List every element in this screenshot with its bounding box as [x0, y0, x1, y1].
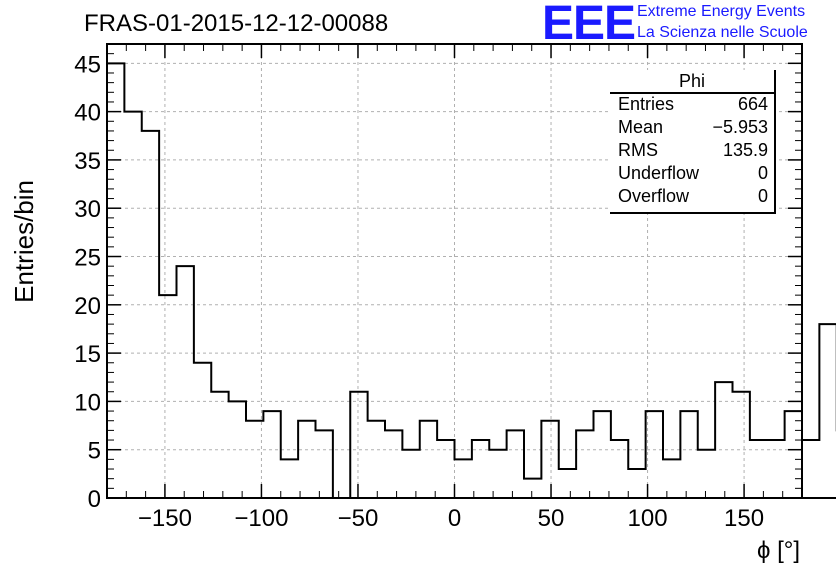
histogram-bin: [263, 411, 280, 498]
y-tick-label: 5: [88, 438, 101, 465]
stats-row-rms: RMS 135.9: [618, 139, 768, 162]
histogram-bin: [368, 421, 385, 498]
x-axis-label: ϕ [°]: [757, 537, 800, 564]
stats-key: Mean: [618, 117, 664, 137]
stats-row-mean: Mean −5.953: [618, 116, 768, 139]
histogram-bin: [576, 430, 593, 498]
stats-value: −5.953: [712, 117, 768, 137]
histogram-bin: [142, 131, 159, 498]
y-tick-label: 25: [74, 245, 101, 272]
histogram-bin: [785, 411, 802, 498]
histogram-bin: [819, 324, 836, 498]
histogram-bin: [455, 459, 472, 498]
histogram-bin: [402, 450, 419, 498]
x-tick-labels: −150 −100 −50 0 50 100 150: [138, 505, 764, 532]
y-tick-labels: 0 5 10 15 20 25 30 35 40 45: [74, 51, 101, 513]
stats-key: Entries: [618, 94, 675, 114]
x-tick-label: −100: [234, 505, 288, 532]
stats-box: Phi Entries 664 Mean −5.953 RMS 135.9 Un…: [610, 70, 776, 214]
stats-row-entries: Entries 664: [618, 93, 768, 116]
histogram-bin: [316, 430, 333, 498]
stats-value: 664: [737, 94, 768, 114]
stats-row-overflow: Overflow 0: [618, 185, 768, 208]
histogram-bin: [159, 295, 176, 498]
histogram-bin: [211, 392, 228, 498]
histogram-bin: [767, 440, 784, 498]
histogram-bin: [680, 411, 697, 498]
x-tick-label: 0: [448, 505, 461, 532]
histogram-bin: [611, 440, 628, 498]
histogram-bin: [420, 421, 437, 498]
histogram-bin: [698, 450, 715, 498]
x-tick-label: 50: [538, 505, 565, 532]
stats-key: Underflow: [618, 163, 700, 183]
histogram-bin: [229, 401, 246, 498]
y-tick-label: 30: [74, 196, 101, 223]
histogram-bin: [298, 421, 315, 498]
histogram-bin: [507, 430, 524, 498]
y-tick-label: 20: [74, 293, 101, 320]
y-tick-label: 0: [88, 486, 101, 513]
histogram-bin: [663, 459, 680, 498]
x-tick-label: 150: [724, 505, 764, 532]
stats-row-underflow: Underflow 0: [618, 162, 768, 185]
stats-value: 0: [757, 186, 768, 206]
stats-key: Overflow: [618, 186, 690, 206]
y-tick-label: 40: [74, 100, 101, 127]
y-tick-label: 45: [74, 51, 101, 78]
histogram-bin: [489, 450, 506, 498]
grid-lines: [107, 44, 802, 498]
histogram-bin: [733, 392, 750, 498]
histogram-bin: [524, 479, 541, 498]
histogram-bin: [194, 363, 211, 498]
histogram-bin: [628, 469, 645, 498]
y-tick-label: 35: [74, 148, 101, 175]
histogram-bin: [281, 459, 298, 498]
eee-logo: EEE: [542, 0, 636, 50]
logo-line-2: La Scienza nelle Scuole: [637, 24, 808, 41]
histogram-bin: [559, 469, 576, 498]
histogram-bin: [802, 440, 819, 498]
histogram-bin: [594, 411, 611, 498]
x-tick-label: 100: [628, 505, 668, 532]
histogram-bin: [715, 382, 732, 498]
histogram-bin: [437, 440, 454, 498]
logo-line-1: Extreme Energy Events: [637, 3, 806, 20]
run-title: FRAS-01-2015-12-12-00088: [84, 10, 389, 37]
histogram-bin: [541, 421, 558, 498]
x-tick-label: −50: [338, 505, 379, 532]
x-tick-label: −150: [138, 505, 192, 532]
stats-value: 0: [757, 163, 768, 183]
histogram-bin: [350, 392, 367, 498]
y-tick-label: 10: [74, 389, 101, 416]
y-axis-label: Entries/bin: [9, 180, 39, 303]
histogram-bin: [385, 430, 402, 498]
histogram-bin: [750, 440, 767, 498]
stats-value: 135.9: [722, 140, 768, 160]
stats-key: RMS: [618, 140, 658, 160]
axis-ticks: [106, 43, 803, 499]
y-tick-label: 15: [74, 341, 101, 368]
stats-title: Phi: [610, 70, 774, 94]
histogram-bin: [472, 440, 489, 498]
histogram-bin: [107, 63, 124, 498]
histogram-bin: [177, 266, 194, 498]
